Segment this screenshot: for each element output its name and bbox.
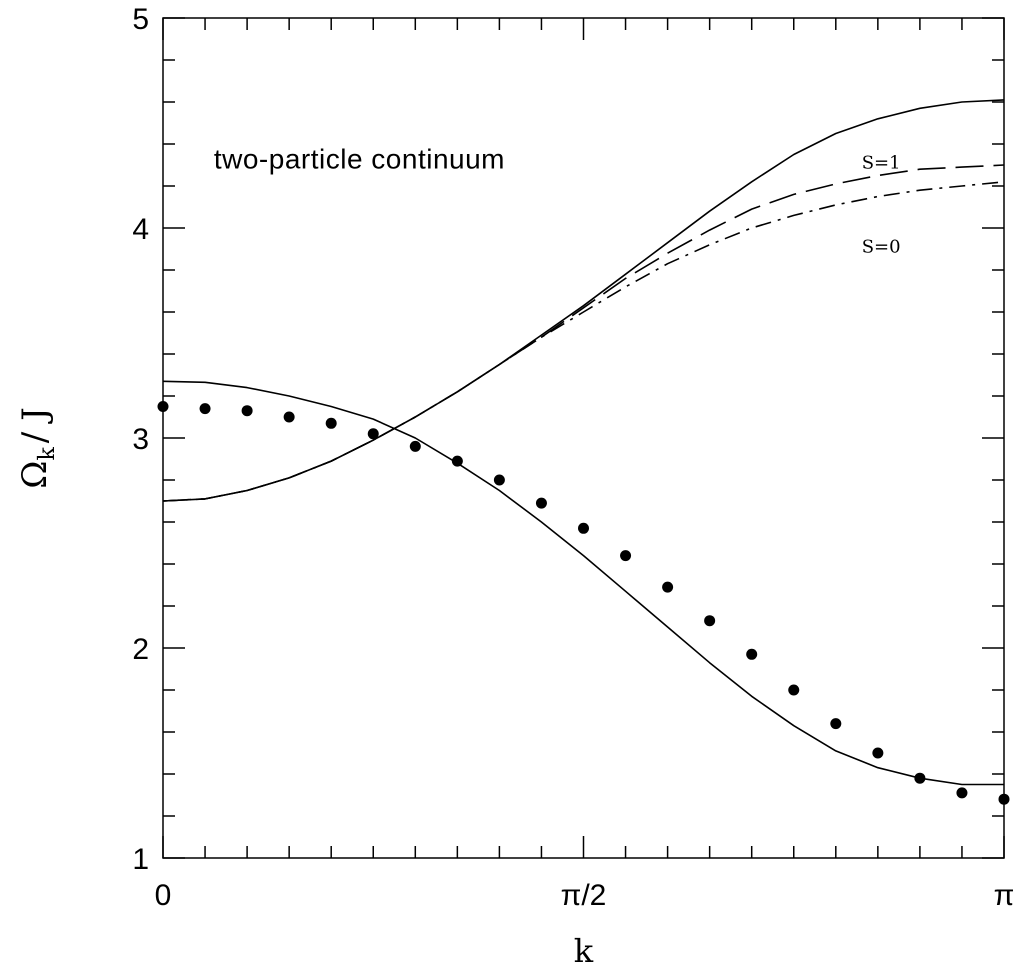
data-point [956,787,968,799]
y-axis-symbol: Ω [15,461,55,489]
data-point [283,411,295,423]
series-line-solid [162,380,1004,786]
data-point [199,403,211,415]
data-point [914,772,926,784]
y-tick-label: 4 [132,213,149,246]
svg-text:Ωk/ J: Ωk / J [15,407,60,488]
x-tick-label: π [994,879,1015,912]
y-tick-label: 5 [132,3,149,36]
annotation-label: two-particle continuum [214,144,505,175]
x-tick-label: π/2 [561,879,607,912]
data-point [535,497,547,509]
x-tick-label: 0 [155,879,172,912]
data-point [493,474,505,486]
data-point [578,522,590,534]
series-line-dash-dot [162,181,1005,502]
annotation-label: S=1 [862,153,901,174]
data-point [830,718,842,730]
y-tick-label: 1 [132,843,149,876]
annotations: two-particle continuum S=1 S=0 [214,144,901,258]
y-tick-label: 2 [132,633,149,666]
annotation-label: S=0 [862,237,901,258]
x-axis-title: k [574,932,594,970]
tick-labels: 0 π/2 π 1 2 3 4 5 [132,3,1014,912]
data-point [704,615,716,627]
series-group [157,99,1010,805]
data-point [746,648,758,660]
data-point [241,405,253,417]
data-point [409,440,421,452]
data-point [451,455,463,467]
data-point [367,428,379,440]
y-axis-divisor: / J [15,407,55,443]
y-axis-subscript: k [35,447,60,461]
y-tick-label: 3 [132,423,149,456]
y-axis-title: Ωk / J [15,407,60,488]
series-line-long-dash [162,164,1005,502]
data-point [662,581,674,593]
plot-frame [162,17,1005,859]
data-point [620,550,632,562]
data-point [788,684,800,696]
data-point [872,747,884,759]
data-point [325,417,337,429]
